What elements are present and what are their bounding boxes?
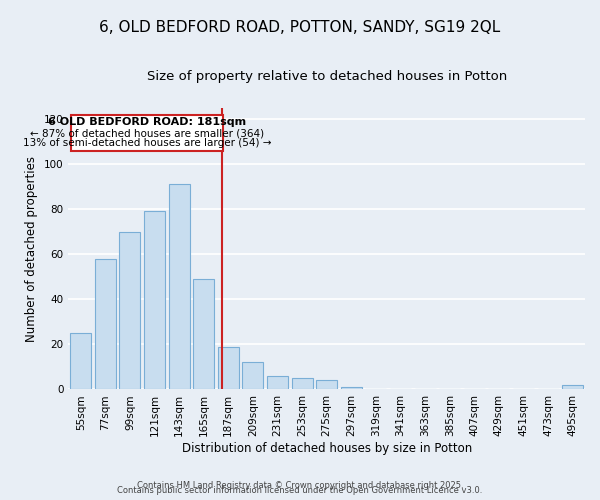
- Bar: [70, 333, 91, 390]
- Text: Contains HM Land Registry data © Crown copyright and database right 2025.: Contains HM Land Registry data © Crown c…: [137, 481, 463, 490]
- Bar: [562, 385, 583, 390]
- Bar: [316, 380, 337, 390]
- Bar: [119, 232, 140, 390]
- FancyBboxPatch shape: [71, 114, 223, 150]
- Bar: [341, 387, 362, 390]
- Bar: [242, 362, 263, 390]
- Bar: [169, 184, 190, 390]
- Bar: [193, 279, 214, 390]
- Y-axis label: Number of detached properties: Number of detached properties: [25, 156, 38, 342]
- Text: 6 OLD BEDFORD ROAD: 181sqm: 6 OLD BEDFORD ROAD: 181sqm: [48, 117, 246, 127]
- Bar: [218, 346, 239, 390]
- Bar: [95, 259, 116, 390]
- Title: Size of property relative to detached houses in Potton: Size of property relative to detached ho…: [146, 70, 507, 83]
- Text: 6, OLD BEDFORD ROAD, POTTON, SANDY, SG19 2QL: 6, OLD BEDFORD ROAD, POTTON, SANDY, SG19…: [100, 20, 500, 35]
- Bar: [292, 378, 313, 390]
- Bar: [267, 376, 288, 390]
- Text: Contains public sector information licensed under the Open Government Licence v3: Contains public sector information licen…: [118, 486, 482, 495]
- X-axis label: Distribution of detached houses by size in Potton: Distribution of detached houses by size …: [182, 442, 472, 455]
- Text: 13% of semi-detached houses are larger (54) →: 13% of semi-detached houses are larger (…: [23, 138, 271, 148]
- Bar: [144, 212, 165, 390]
- Text: ← 87% of detached houses are smaller (364): ← 87% of detached houses are smaller (36…: [30, 128, 264, 138]
